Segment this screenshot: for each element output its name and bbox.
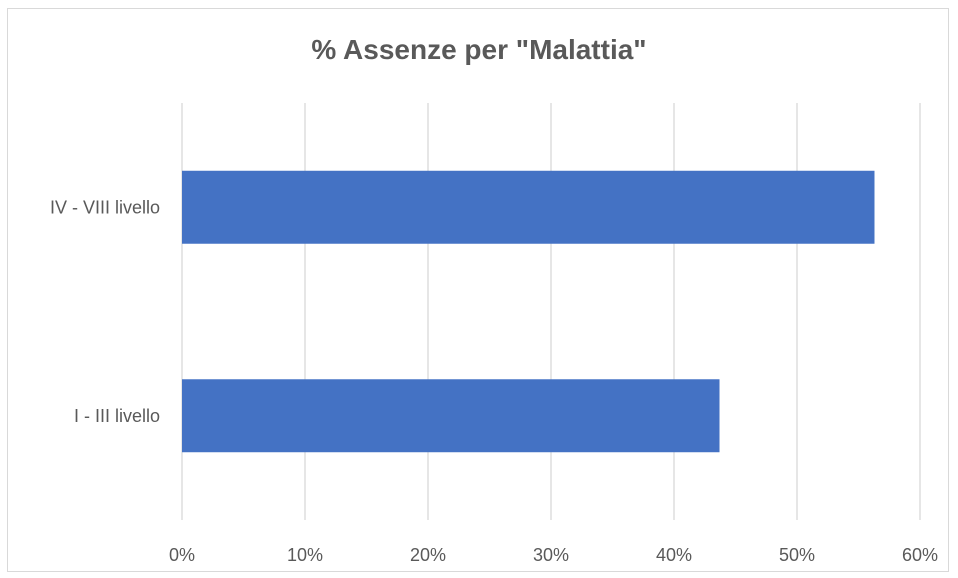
- chart-title: % Assenze per "Malattia": [311, 34, 647, 65]
- x-axis-ticks: 0% 10% 20% 30% 40% 50% 60%: [169, 545, 938, 565]
- x-tick-label: 50%: [779, 545, 815, 565]
- x-tick-label: 60%: [902, 545, 938, 565]
- category-label: I - III livello: [74, 406, 160, 426]
- chart-frame: [7, 8, 949, 572]
- x-tick-label: 10%: [287, 545, 323, 565]
- bar: [182, 170, 875, 244]
- bar: [182, 379, 720, 453]
- category-label: IV - VIII livello: [50, 197, 160, 217]
- x-tick-label: 30%: [533, 545, 569, 565]
- bars: [182, 170, 875, 453]
- x-tick-label: 40%: [656, 545, 692, 565]
- x-tick-label: 0%: [169, 545, 195, 565]
- y-axis-categories: IV - VIII livello I - III livello: [50, 197, 160, 426]
- gridlines: [181, 103, 921, 520]
- x-tick-label: 20%: [410, 545, 446, 565]
